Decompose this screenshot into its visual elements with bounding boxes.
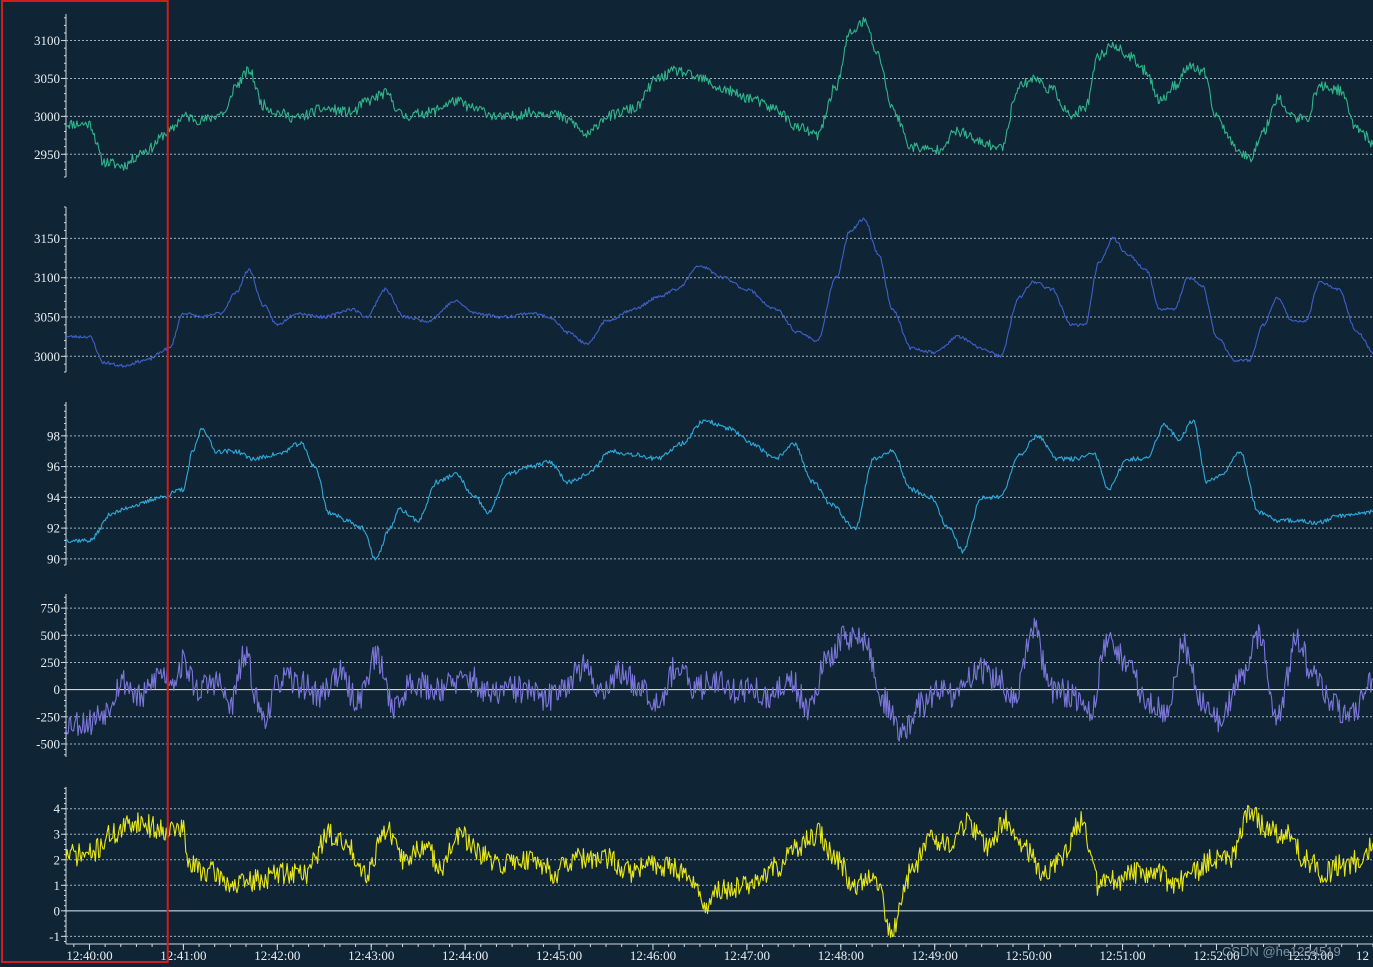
y-tick-label: 3050: [34, 310, 60, 325]
y-tick-label: 3100: [34, 270, 60, 285]
panels-layer: 2950300030503100300030503100315090929496…: [34, 14, 1373, 944]
y-tick-label: -500: [36, 736, 60, 751]
x-tick-label: 12:44:00: [442, 948, 488, 963]
y-tick-label: 4: [54, 801, 61, 816]
y-tick-label: -1: [49, 929, 60, 944]
series-line-1: [65, 16, 1373, 171]
x-tick-label: 12:50:00: [1006, 948, 1052, 963]
y-tick-label: 2: [54, 852, 61, 867]
x-tick-label: 12:52:00: [1193, 948, 1239, 963]
y-tick-label: 3100: [34, 33, 60, 48]
y-tick-label: 500: [41, 628, 61, 643]
x-tick-label: 12:46:00: [630, 948, 676, 963]
chart-panel-1: 2950 3000 3050 3100: [34, 14, 1373, 178]
x-tick-label-partial: 12: [1356, 948, 1369, 963]
x-tick-label: 12:41:00: [160, 948, 206, 963]
series-line-4: [65, 617, 1373, 742]
y-tick-label: 92: [47, 521, 60, 536]
y-tick-label: 750: [41, 601, 61, 616]
x-tick-label: 12:51:00: [1099, 948, 1145, 963]
chart-panel-5: -1 0 1 2 3 4: [49, 787, 1373, 944]
series-line-5: [65, 804, 1373, 938]
highlight-region: [1, 0, 169, 963]
chart-panel-3: 90 92 94 96 98: [47, 402, 1373, 566]
x-tick-label: 12:48:00: [818, 948, 864, 963]
x-tick-label: 12:53:00: [1287, 948, 1333, 963]
y-tick-label: 0: [54, 682, 61, 697]
y-tick-label: -250: [36, 709, 60, 724]
x-axis: 12:40:00 12:41:00 12:42:00 12:43:00 12:44:00…: [66, 943, 1373, 963]
chart-panel-4: -500 -250 0 250 500 750: [36, 594, 1373, 757]
y-tick-label: 96: [47, 459, 61, 474]
chart-panel-2: 3000 3050 3100 3150: [34, 206, 1373, 373]
y-tick-label: 94: [47, 490, 61, 505]
y-tick-label: 250: [41, 655, 61, 670]
series-line-2: [65, 217, 1373, 368]
x-tick-label: 12:47:00: [724, 948, 770, 963]
series-line-3: [65, 419, 1373, 561]
y-tick-label: 3000: [34, 109, 60, 124]
y-tick-label: 0: [54, 903, 61, 918]
y-tick-label: 3050: [34, 71, 60, 86]
x-tick-label: 12:43:00: [348, 948, 394, 963]
y-tick-label: 2950: [34, 147, 60, 162]
y-tick-label: 1: [54, 878, 61, 893]
x-tick-label: 12:45:00: [536, 948, 582, 963]
y-tick-label: 98: [47, 428, 60, 443]
y-tick-label: 3000: [34, 349, 60, 364]
watermark-text: CSDN @he1234519: [1222, 944, 1341, 959]
y-tick-label: 3: [54, 827, 61, 842]
x-tick-label: 12:40:00: [66, 948, 112, 963]
y-tick-label: 3150: [34, 231, 60, 246]
x-tick-label: 12:42:00: [254, 948, 300, 963]
x-tick-label: 12:49:00: [912, 948, 958, 963]
y-tick-label: 90: [47, 551, 60, 566]
